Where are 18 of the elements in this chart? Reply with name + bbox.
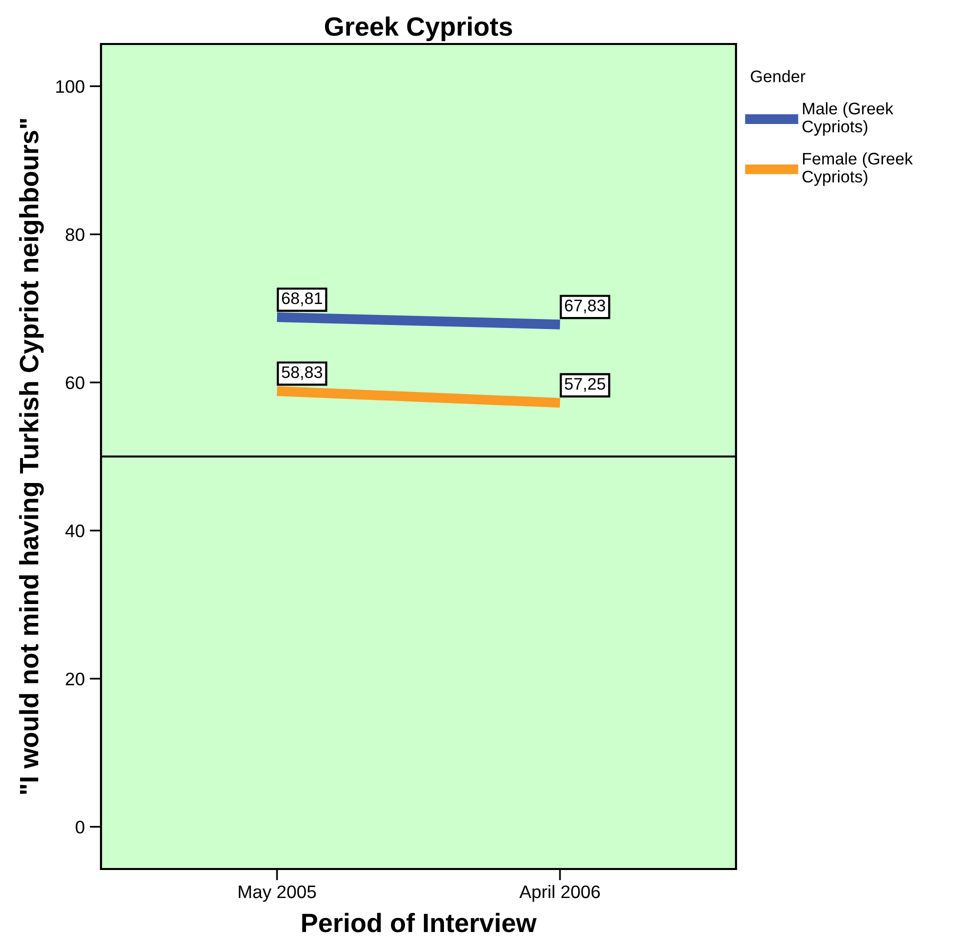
y-tick-label: 80 [66, 228, 84, 242]
legend-label: Female (Greek Cypriots) [802, 152, 913, 186]
data-label: 58,83 [282, 366, 322, 380]
y-tick-label: 40 [65, 524, 84, 538]
data-label: 57,25 [564, 378, 606, 392]
legend-label: Male (Greek Cypriots) [802, 102, 894, 136]
y-axis-title: "I would not mind having Turkish Cypriot neighbours" [19, 119, 44, 794]
x-tick-label: April 2006 [519, 884, 600, 902]
y-tick-label: 0 [76, 820, 84, 834]
y-tick-label: 100 [56, 80, 84, 93]
data-label: 67,83 [565, 300, 606, 314]
x-axis-title: Period of Interview [302, 912, 537, 932]
y-tick-label: 20 [66, 672, 84, 686]
y-tick-label: 60 [66, 376, 84, 390]
data-label: 68,81 [282, 292, 322, 306]
legend-title: Gender [750, 70, 806, 82]
chart-title: Greek Cypriots [324, 16, 512, 42]
x-tick-label: May 2005 [238, 885, 316, 902]
